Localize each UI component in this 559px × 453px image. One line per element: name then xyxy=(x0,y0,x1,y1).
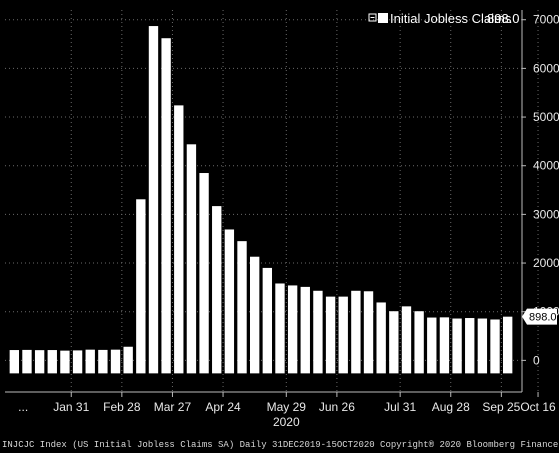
last-value-label: 898.0 xyxy=(529,312,557,324)
bar xyxy=(414,311,424,374)
bar xyxy=(72,350,83,374)
bar xyxy=(249,256,260,374)
x-tick-label: Mar 27 xyxy=(154,400,192,414)
x-tick-label: Jun 26 xyxy=(319,400,355,414)
bar xyxy=(9,350,20,374)
x-tick-label: ... xyxy=(18,400,28,414)
bar xyxy=(60,350,70,374)
x-axis: ... Jan 31 Feb 28 Mar 27 Apr 24 May 29 Jun 26 J… xyxy=(5,391,556,429)
bars xyxy=(9,26,513,374)
last-value-marker: 898.0 xyxy=(522,308,557,325)
bar xyxy=(161,38,171,374)
y-tick-label: 2000 xyxy=(533,256,559,270)
bar xyxy=(47,350,57,374)
bar xyxy=(98,349,108,374)
bar xyxy=(186,144,197,374)
bar xyxy=(136,199,146,374)
bar xyxy=(212,206,222,374)
bar xyxy=(325,296,336,374)
x-tick-label: Sep 25 xyxy=(482,400,520,414)
bar xyxy=(363,291,374,374)
bar xyxy=(22,349,32,374)
bar xyxy=(502,316,513,374)
bar xyxy=(110,349,121,374)
legend-expand-icon[interactable] xyxy=(368,13,377,22)
x-year-label: 2020 xyxy=(273,415,300,429)
bar xyxy=(34,350,45,374)
y-tick-label: 0 xyxy=(533,353,540,367)
legend-label: Initial Jobless Claims xyxy=(390,11,512,26)
bar xyxy=(427,317,437,374)
y-tick-label: 4000 xyxy=(533,159,559,173)
x-tick-label: Jul 31 xyxy=(384,400,416,414)
bar xyxy=(439,317,450,374)
bar xyxy=(275,283,285,374)
chart-footer: INJCJC Index (US Initial Jobless Claims … xyxy=(2,440,559,450)
legend-swatch xyxy=(378,13,388,23)
x-tick-label: Jan 31 xyxy=(53,400,89,414)
bar xyxy=(199,173,209,374)
bar xyxy=(287,285,298,374)
bar xyxy=(389,311,399,374)
bar xyxy=(401,306,412,374)
x-tick-label: May 29 xyxy=(267,400,307,414)
legend: Initial Jobless Claims 898.0 xyxy=(368,11,520,26)
bar xyxy=(262,267,273,374)
y-tick-label: 7000 xyxy=(533,13,559,27)
y-tick-label: 6000 xyxy=(533,61,559,75)
bar xyxy=(338,296,348,374)
last-value-box xyxy=(522,308,557,325)
bar xyxy=(465,318,475,374)
x-tick-label: Oct 16 xyxy=(520,400,556,414)
y-tick-label: 3000 xyxy=(533,207,559,221)
bar xyxy=(174,105,184,374)
bar xyxy=(237,241,247,374)
bar xyxy=(85,349,95,374)
bar xyxy=(376,302,386,374)
bar xyxy=(477,318,488,374)
bar xyxy=(148,26,159,374)
x-tick-label: Aug 28 xyxy=(432,400,470,414)
bar xyxy=(300,286,310,374)
bar xyxy=(313,290,323,374)
bar xyxy=(224,229,235,374)
y-axis: 01000200030004000500060007000 xyxy=(521,10,559,392)
x-tick-label: Apr 24 xyxy=(205,400,241,414)
bar xyxy=(490,319,500,374)
x-tick-label: Feb 28 xyxy=(103,400,141,414)
legend-value: 898.0 xyxy=(487,11,520,26)
y-tick-label: 5000 xyxy=(533,110,559,124)
bar xyxy=(351,290,361,374)
bar xyxy=(123,346,133,374)
bar xyxy=(452,318,462,374)
